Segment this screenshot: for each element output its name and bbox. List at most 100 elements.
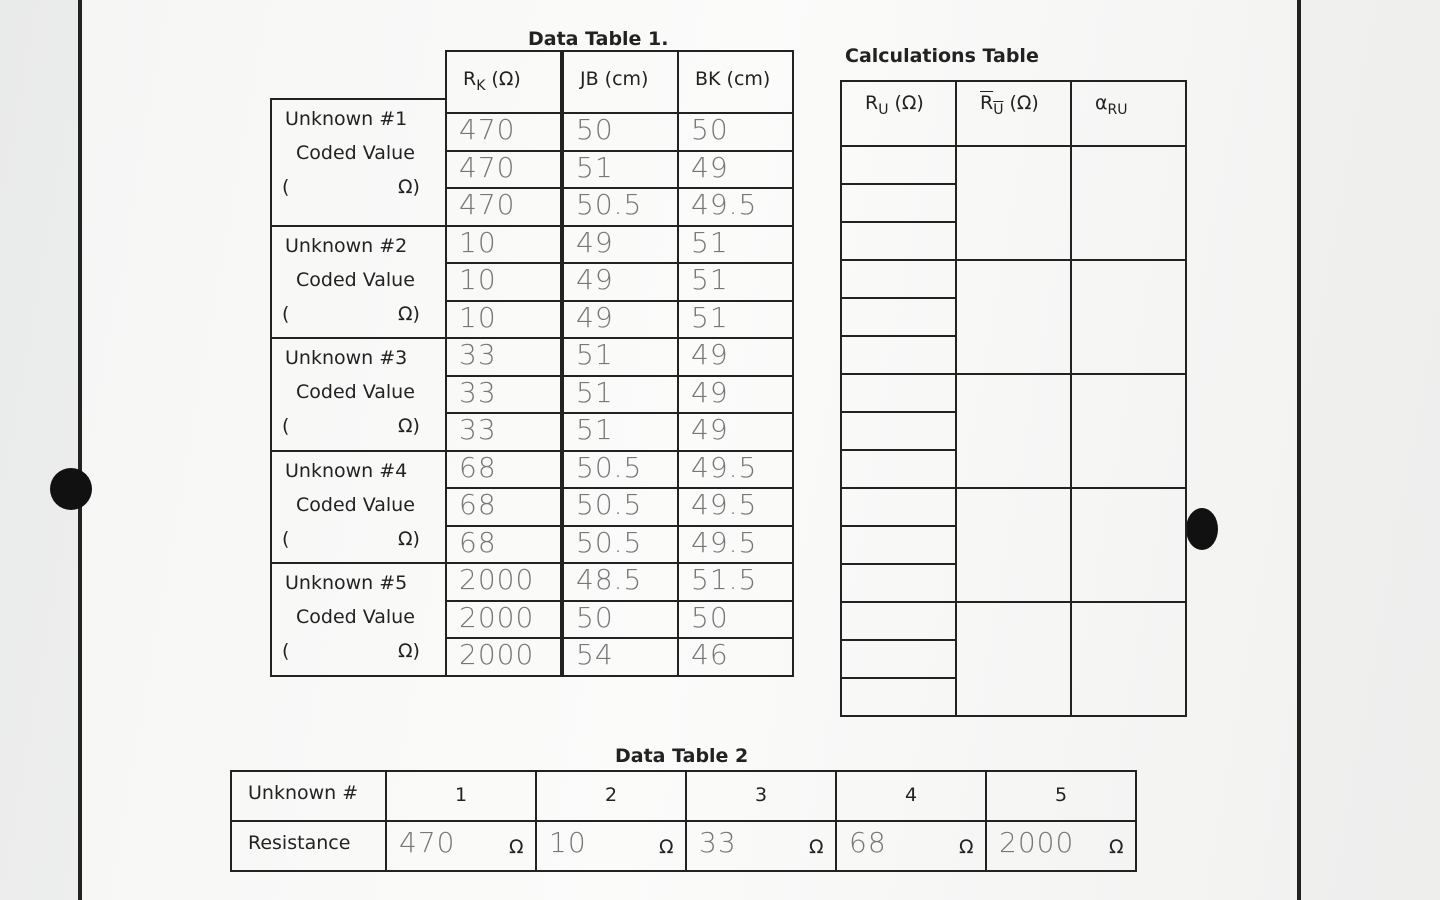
unknown-label: Unknown #2: [285, 234, 408, 257]
handwritten-value: 470: [459, 188, 516, 221]
handwritten-value: 68: [459, 450, 497, 484]
unknown-label: Unknown #4: [285, 459, 408, 482]
handwritten-value: 2000: [459, 563, 535, 596]
empty-cell: [1070, 373, 1187, 489]
unit: (cm): [598, 68, 649, 90]
empty-cell: [840, 411, 957, 451]
table-title: Data Table 2: [615, 745, 749, 767]
paren-close: Ω): [398, 640, 420, 662]
handwritten-value: 33: [459, 338, 497, 371]
handwritten-value: 2000: [459, 600, 535, 634]
empty-cell: [840, 183, 957, 223]
data-cell: [445, 637, 562, 677]
empty-cell: [840, 563, 957, 603]
handwritten-value: 51: [576, 375, 614, 409]
handwritten-value: 50: [576, 600, 614, 634]
empty-cell: [840, 487, 957, 527]
unknown-label: Unknown #3: [285, 347, 408, 369]
handwritten-value: 10: [459, 263, 497, 296]
unit: Ω: [659, 836, 674, 858]
empty-cell: [840, 677, 957, 717]
handwritten-value: 51.5: [691, 563, 758, 596]
handwritten-value: 33: [459, 375, 497, 409]
column-header: αRU: [1095, 92, 1128, 118]
symbol: R: [980, 92, 994, 114]
handwritten-value: 49: [691, 413, 729, 446]
empty-cell: [840, 449, 957, 489]
unknown-number: 4: [905, 784, 918, 806]
paren-open: (: [282, 176, 290, 198]
unit: (cm): [720, 68, 771, 90]
unknown-number: 3: [755, 784, 768, 806]
handwritten-value: 49: [576, 225, 614, 259]
handwritten-value: 50: [691, 113, 729, 146]
coded-label: Coded Value: [296, 268, 415, 291]
handwritten-value: 50: [576, 113, 614, 146]
paren-open: (: [282, 640, 290, 662]
paren-open: (: [282, 527, 290, 550]
paren-close: Ω): [398, 527, 420, 550]
unit: Ω: [1109, 836, 1124, 858]
data-cell: [677, 637, 794, 677]
unknown-label: Unknown #1: [285, 108, 408, 130]
handwritten-value: 49.5: [691, 188, 758, 221]
handwritten-value: 49.5: [691, 488, 758, 521]
empty-cell: [840, 297, 957, 337]
unknown-number: 2: [605, 784, 618, 806]
column-header: RK (Ω): [463, 68, 521, 94]
handwritten-value: 49: [691, 150, 729, 184]
row-header: Unknown #: [248, 782, 359, 804]
column-header: RU (Ω): [980, 92, 1039, 118]
handwritten-value: 68: [459, 488, 497, 521]
handwritten-value: 10: [459, 300, 497, 334]
coded-label: Coded Value: [296, 493, 415, 516]
handwritten-value: 33: [699, 826, 737, 859]
column-header: BK (cm): [695, 68, 770, 90]
handwritten-value: 49: [576, 263, 614, 296]
empty-cell: [840, 221, 957, 261]
coded-label: Coded Value: [296, 606, 415, 628]
empty-cell: [955, 145, 1072, 261]
handwritten-value: 49.5: [691, 525, 758, 559]
empty-cell: [840, 373, 957, 413]
handwritten-value: 49: [576, 300, 614, 334]
row-header: Resistance: [248, 832, 351, 854]
symbol: α: [1095, 92, 1108, 114]
empty-cell: [955, 373, 1072, 489]
coded-label: Coded Value: [296, 381, 415, 403]
subscript: RU: [1107, 101, 1128, 118]
table-title: Calculations Table: [845, 45, 1039, 67]
subscript: U: [878, 101, 889, 118]
handwritten-value: 51: [691, 263, 729, 296]
empty-cell: [955, 259, 1072, 375]
handwritten-value: 51: [576, 413, 614, 446]
paren-close: Ω): [398, 302, 420, 325]
empty-cell: [955, 601, 1072, 717]
empty-cell: [840, 639, 957, 679]
empty-cell: [840, 601, 957, 641]
resistance-cell: [985, 820, 1137, 872]
handwritten-value: 10: [549, 826, 587, 859]
handwritten-value: 51: [576, 150, 614, 184]
paren-close: Ω): [398, 176, 420, 198]
symbol: R: [463, 68, 477, 90]
handwritten-value: 50.5: [576, 488, 643, 521]
column-header: JB (cm): [580, 68, 648, 90]
handwritten-value: 470: [399, 826, 456, 859]
handwritten-value: 50.5: [576, 450, 643, 484]
handwritten-value: 68: [849, 826, 887, 859]
subscript: U: [993, 101, 1004, 118]
coded-label: Coded Value: [296, 142, 415, 164]
handwritten-value: 50: [691, 600, 729, 634]
handwritten-value: 2000: [459, 638, 535, 671]
handwritten-value: 50.5: [576, 525, 643, 559]
unknown-number: 1: [455, 784, 468, 806]
unit: (Ω): [888, 92, 924, 114]
empty-cell: [1070, 259, 1187, 375]
handwritten-value: 51: [576, 338, 614, 371]
handwritten-value: 2000: [999, 826, 1075, 859]
handwritten-value: 54: [576, 638, 614, 671]
paren-open: (: [282, 415, 290, 437]
empty-cell: [840, 335, 957, 375]
